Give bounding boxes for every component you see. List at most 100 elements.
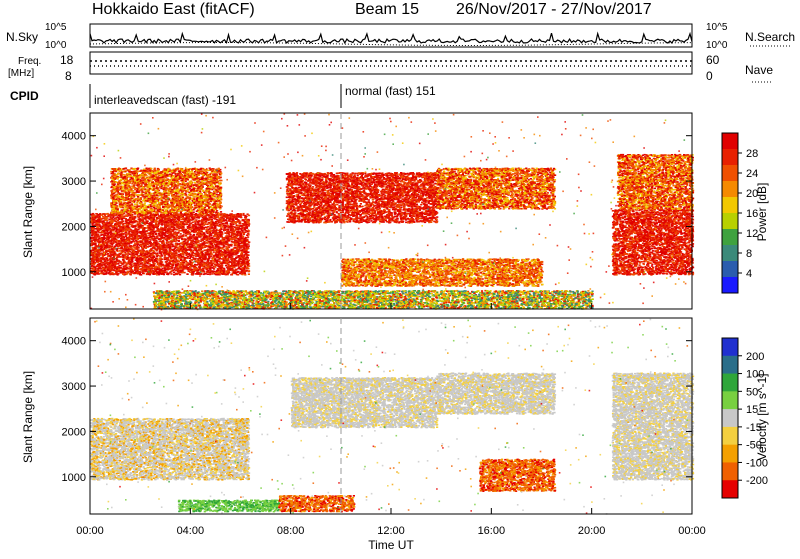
data-cell bbox=[242, 259, 244, 261]
data-cell bbox=[215, 247, 217, 249]
data-cell bbox=[207, 231, 209, 233]
data-cell bbox=[127, 219, 129, 221]
data-cell bbox=[173, 216, 175, 218]
data-cell bbox=[197, 222, 199, 224]
data-cell bbox=[206, 268, 208, 270]
data-cell bbox=[103, 213, 105, 215]
data-cell bbox=[158, 246, 160, 248]
data-cell bbox=[142, 226, 144, 228]
data-cell bbox=[224, 229, 226, 231]
data-cell bbox=[204, 258, 206, 260]
data-cell bbox=[189, 232, 191, 234]
data-cell bbox=[157, 229, 159, 231]
data-cell bbox=[190, 256, 192, 258]
data-cell bbox=[182, 252, 184, 254]
data-cell bbox=[116, 229, 118, 231]
data-cell bbox=[234, 243, 236, 245]
data-cell bbox=[105, 213, 107, 215]
data-cell bbox=[245, 246, 247, 248]
data-cell bbox=[171, 241, 173, 243]
data-cell bbox=[207, 273, 209, 275]
data-cell bbox=[223, 268, 225, 270]
data-cell bbox=[128, 265, 130, 267]
data-cell bbox=[182, 265, 184, 267]
data-cell bbox=[100, 245, 102, 247]
data-cell bbox=[146, 254, 148, 256]
data-cell bbox=[109, 251, 111, 253]
data-cell bbox=[214, 238, 216, 240]
data-cell bbox=[232, 214, 234, 216]
data-cell bbox=[218, 233, 220, 235]
freq-tick-bottom: 8 bbox=[65, 69, 72, 83]
data-cell bbox=[100, 232, 102, 234]
data-cell bbox=[241, 270, 243, 272]
data-cell bbox=[126, 253, 128, 255]
data-cell bbox=[134, 216, 136, 218]
data-cell bbox=[94, 243, 96, 245]
data-cell bbox=[163, 250, 165, 252]
data-cell bbox=[238, 243, 240, 245]
data-cell bbox=[225, 222, 227, 224]
data-cell bbox=[221, 253, 223, 255]
data-cell bbox=[173, 274, 175, 276]
data-cell bbox=[212, 245, 214, 247]
data-cell bbox=[125, 264, 127, 266]
data-cell bbox=[128, 245, 130, 247]
data-cell bbox=[166, 242, 168, 244]
data-cell bbox=[94, 258, 96, 260]
data-cell bbox=[188, 270, 190, 272]
data-cell bbox=[109, 245, 111, 247]
data-cell bbox=[192, 235, 194, 237]
data-cell bbox=[194, 215, 196, 217]
data-cell bbox=[156, 261, 158, 263]
data-cell bbox=[192, 257, 194, 259]
data-cell bbox=[124, 232, 126, 234]
data-cell bbox=[101, 270, 103, 272]
data-cell bbox=[227, 274, 229, 276]
data-cell bbox=[167, 220, 169, 222]
data-cell bbox=[108, 227, 110, 229]
data-cell bbox=[94, 262, 96, 264]
data-cell bbox=[219, 256, 221, 258]
data-cell bbox=[187, 267, 189, 269]
data-cell bbox=[232, 235, 234, 237]
data-cell bbox=[159, 249, 161, 251]
data-cell bbox=[106, 254, 108, 256]
data-cell bbox=[248, 265, 250, 267]
nave-tick-bottom: 0 bbox=[706, 69, 713, 83]
data-cell bbox=[127, 255, 129, 257]
data-cell bbox=[117, 274, 119, 276]
data-cell bbox=[106, 263, 108, 265]
data-cell bbox=[205, 218, 207, 220]
data-cell bbox=[115, 221, 117, 223]
data-cell bbox=[93, 274, 95, 276]
data-cell bbox=[149, 222, 151, 224]
data-cell bbox=[171, 244, 173, 246]
data-cell bbox=[197, 217, 199, 219]
data-cell bbox=[147, 244, 149, 246]
data-cell bbox=[153, 236, 155, 238]
freq-tick-top: 18 bbox=[60, 53, 74, 67]
data-cell bbox=[176, 264, 178, 266]
data-cell bbox=[155, 258, 157, 260]
data-cell bbox=[241, 252, 243, 254]
data-cell bbox=[97, 226, 99, 228]
data-cell bbox=[196, 252, 198, 254]
data-cell bbox=[209, 225, 211, 227]
data-cell bbox=[226, 254, 228, 256]
data-cell bbox=[223, 242, 225, 244]
data-cell bbox=[191, 269, 193, 271]
data-cell bbox=[224, 232, 226, 234]
data-cell bbox=[182, 267, 184, 269]
data-cell bbox=[140, 274, 142, 276]
data-cell bbox=[236, 274, 238, 276]
data-cell bbox=[226, 261, 228, 263]
data-cell bbox=[114, 266, 116, 268]
data-cell bbox=[190, 234, 192, 236]
data-cell bbox=[243, 256, 245, 258]
data-cell bbox=[236, 221, 238, 223]
data-cell bbox=[122, 234, 124, 236]
data-cell bbox=[225, 265, 227, 267]
data-cell bbox=[237, 268, 239, 270]
data-cell bbox=[156, 217, 158, 219]
